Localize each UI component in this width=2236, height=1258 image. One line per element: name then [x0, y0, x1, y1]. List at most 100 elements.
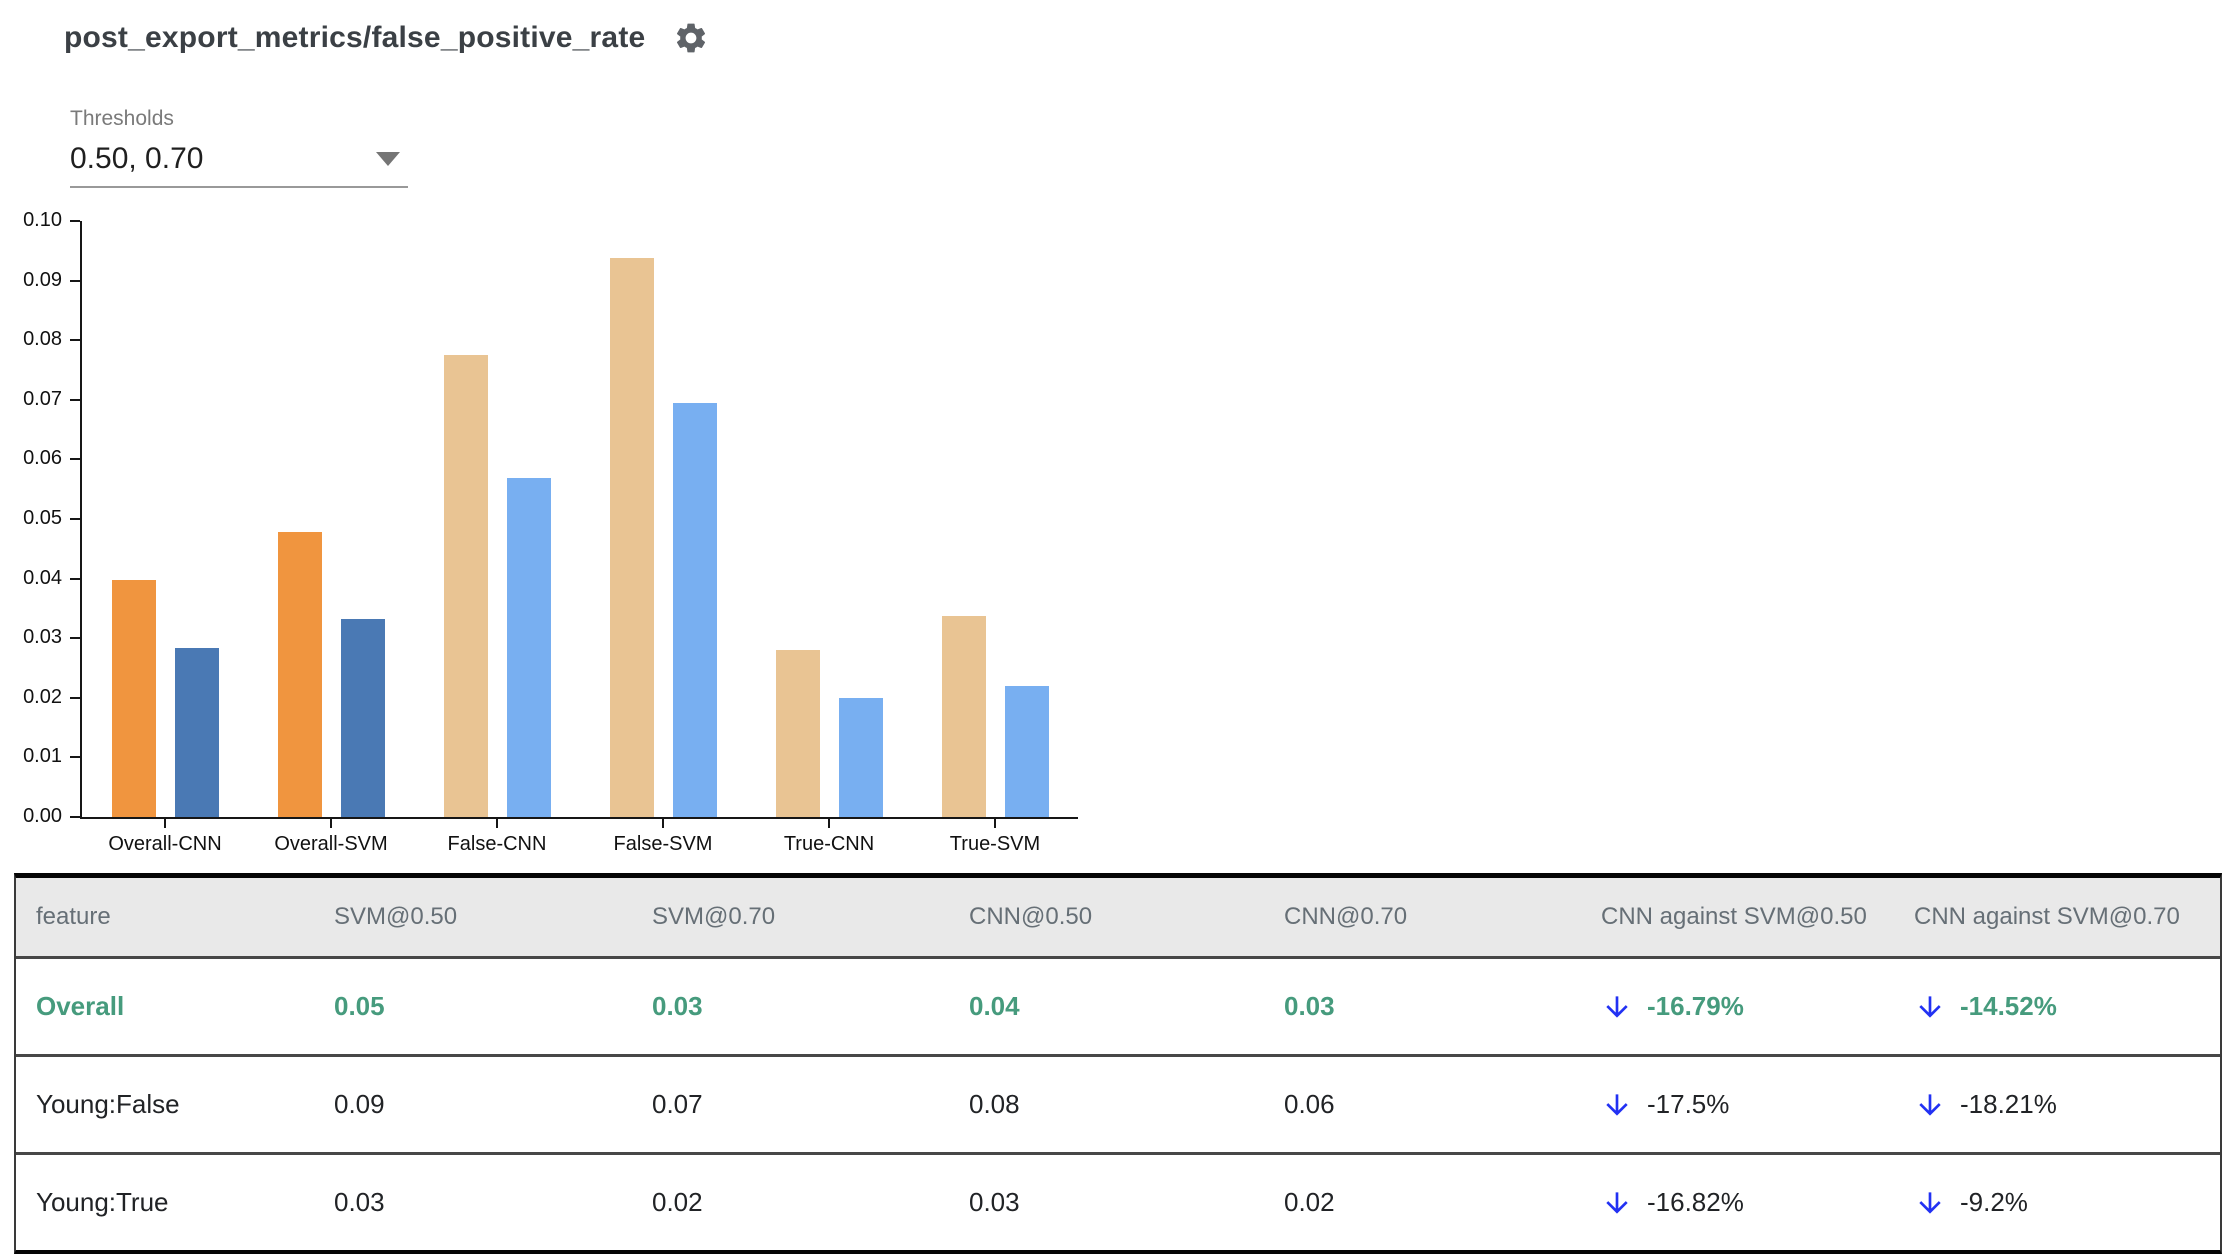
bar-true-svm-threshold0.50[interactable]	[942, 616, 986, 817]
table-row-overall: Overall 0.05 0.03 0.04 0.03 -16.79% -14.52%	[16, 956, 2220, 1054]
arrow-down-icon	[1606, 995, 1628, 1018]
feature-cell: Overall	[36, 991, 125, 1021]
y-axis-tick	[70, 220, 80, 222]
settings-icon[interactable]	[673, 20, 709, 56]
x-axis-tick	[330, 819, 332, 828]
feature-cell: Young:False	[36, 1089, 180, 1119]
y-tick-label: 0.10	[23, 209, 62, 231]
delta-value: -9.2%	[1960, 1187, 2028, 1217]
table-header-row: feature SVM@0.50 SVM@0.70 CNN@0.50 CNN@0.70 C…	[16, 878, 2220, 956]
bar-true-cnn-threshold0.50[interactable]	[776, 650, 820, 817]
thresholds-select[interactable]: 0.50, 0.70	[70, 132, 408, 188]
arrow-down-icon	[1919, 995, 1941, 1018]
x-tick-label: True-SVM	[949, 833, 1041, 855]
column-header-svm-0-70: SVM@0.70	[652, 903, 776, 930]
bar-overall-cnn-threshold0.50[interactable]	[112, 579, 156, 817]
y-axis-tick	[70, 756, 80, 759]
x-tick-label: True-CNN	[783, 833, 875, 855]
y-tick-label: 0.01	[23, 745, 62, 768]
bar-false-cnn-threshold0.50[interactable]	[444, 355, 488, 817]
table-body: Overall 0.05 0.03 0.04 0.03 -16.79% -14.52% You…	[16, 956, 2220, 1250]
bar-false-svm-threshold0.70[interactable]	[673, 402, 717, 817]
metric-title-row: post_export_metrics/false_positive_rate	[64, 20, 709, 56]
table-row-young-true: Young:True 0.03 0.02 0.03 0.02 -16.82% -9.2%	[16, 1152, 2220, 1250]
y-tick-label: 0.00	[23, 805, 62, 827]
y-axis-tick	[70, 696, 80, 699]
y-tick-label: 0.09	[23, 268, 62, 291]
x-axis-tick	[994, 819, 996, 828]
y-tick-label: 0.05	[23, 507, 62, 529]
metric-value-cell: 0.03	[334, 1187, 385, 1217]
bar-true-cnn-threshold0.70[interactable]	[839, 697, 883, 817]
metric-value-cell: 0.03	[652, 991, 703, 1021]
delta-value: -14.52%	[1960, 991, 2057, 1021]
y-axis-tick	[70, 577, 80, 580]
metric-value-cell: 0.05	[334, 991, 385, 1021]
x-axis-tick	[164, 819, 166, 828]
y-tick-label: 0.08	[23, 328, 62, 351]
bar-false-svm-threshold0.50[interactable]	[610, 257, 654, 817]
y-tick-label: 0.02	[23, 685, 62, 708]
column-header-cnn-against-svm-0-70: CNN against SVM@0.70	[1914, 903, 2180, 930]
bar-overall-cnn-threshold0.70[interactable]	[175, 648, 219, 817]
y-axis-tick	[70, 518, 80, 520]
y-tick-label: 0.04	[23, 566, 62, 589]
column-header-svm-0-50: SVM@0.50	[334, 903, 458, 930]
arrow-down-icon	[1919, 1093, 1941, 1116]
x-tick-label: False-CNN	[447, 833, 547, 855]
bar-true-svm-threshold0.70[interactable]	[1005, 685, 1049, 817]
y-tick-label: 0.07	[23, 387, 62, 410]
y-axis-tick	[70, 279, 80, 282]
bar-overall-svm-threshold0.70[interactable]	[341, 619, 385, 817]
column-header-feature: feature	[36, 903, 111, 930]
thresholds-label: Thresholds	[70, 107, 174, 130]
column-header-cnn-0-70: CNN@0.70	[1284, 903, 1408, 930]
y-axis-tick	[70, 458, 80, 461]
delta-value: -17.5%	[1647, 1089, 1730, 1119]
metric-value-cell: 0.08	[969, 1089, 1020, 1119]
metric-value-cell: 0.07	[652, 1089, 703, 1119]
x-tick-label: False-SVM	[613, 833, 713, 855]
metric-value-cell: 0.06	[1284, 1089, 1335, 1119]
metrics-table: feature SVM@0.50 SVM@0.70 CNN@0.50 CNN@0.70 C…	[14, 873, 2222, 1254]
delta-cell: -9.2%	[1914, 1187, 2220, 1219]
table-row-young-false: Young:False 0.09 0.07 0.08 0.06 -17.5% -18.21%	[16, 1054, 2220, 1152]
metric-value-cell: 0.04	[969, 991, 1020, 1021]
delta-cell: -16.82%	[1601, 1187, 1914, 1219]
thresholds-value: 0.50, 0.70	[70, 142, 204, 175]
x-tick-label: Overall-CNN	[108, 833, 222, 855]
arrow-down-icon	[1606, 1191, 1628, 1214]
arrow-down-icon	[1919, 1191, 1941, 1214]
delta-value: -18.21%	[1960, 1089, 2057, 1119]
x-tick-label: Overall-SVM	[274, 833, 388, 855]
metric-value-cell: 0.03	[969, 1187, 1020, 1217]
thresholds-dropdown[interactable]: Thresholds 0.50, 0.70	[70, 106, 408, 188]
column-header-cnn-against-svm-0-50: CNN against SVM@0.50	[1601, 903, 1867, 930]
arrow-down-icon	[1606, 1093, 1628, 1116]
delta-cell: -14.52%	[1914, 991, 2220, 1023]
delta-cell: -18.21%	[1914, 1089, 2220, 1121]
x-axis-tick	[828, 819, 830, 828]
page-title: post_export_metrics/false_positive_rate	[64, 21, 646, 54]
metric-value-cell: 0.02	[1284, 1187, 1335, 1217]
y-axis-tick	[70, 398, 80, 401]
delta-value: -16.82%	[1647, 1187, 1744, 1217]
column-header-cnn-0-50: CNN@0.50	[969, 903, 1093, 930]
x-axis-tick	[662, 819, 664, 828]
y-tick-label: 0.06	[23, 447, 62, 470]
metric-value-cell: 0.03	[1284, 991, 1335, 1021]
chevron-down-icon	[376, 152, 400, 166]
delta-value: -16.79%	[1647, 991, 1744, 1021]
fpr-bar-chart: 0.00 0.01 0.02 0.03 0.04 0.05 0.06 0.07 0.08 0.09…	[23, 209, 1078, 855]
delta-cell: -16.79%	[1601, 991, 1914, 1023]
metric-value-cell: 0.09	[334, 1089, 385, 1119]
feature-cell: Young:True	[36, 1187, 169, 1217]
delta-cell: -17.5%	[1601, 1089, 1914, 1121]
metric-value-cell: 0.02	[652, 1187, 703, 1217]
bar-false-cnn-threshold0.70[interactable]	[507, 478, 551, 817]
y-axis-tick	[70, 637, 80, 640]
bar-overall-svm-threshold0.50[interactable]	[278, 532, 322, 817]
x-axis-tick	[496, 819, 498, 828]
y-tick-label: 0.03	[23, 626, 62, 649]
y-axis-tick	[70, 816, 80, 818]
